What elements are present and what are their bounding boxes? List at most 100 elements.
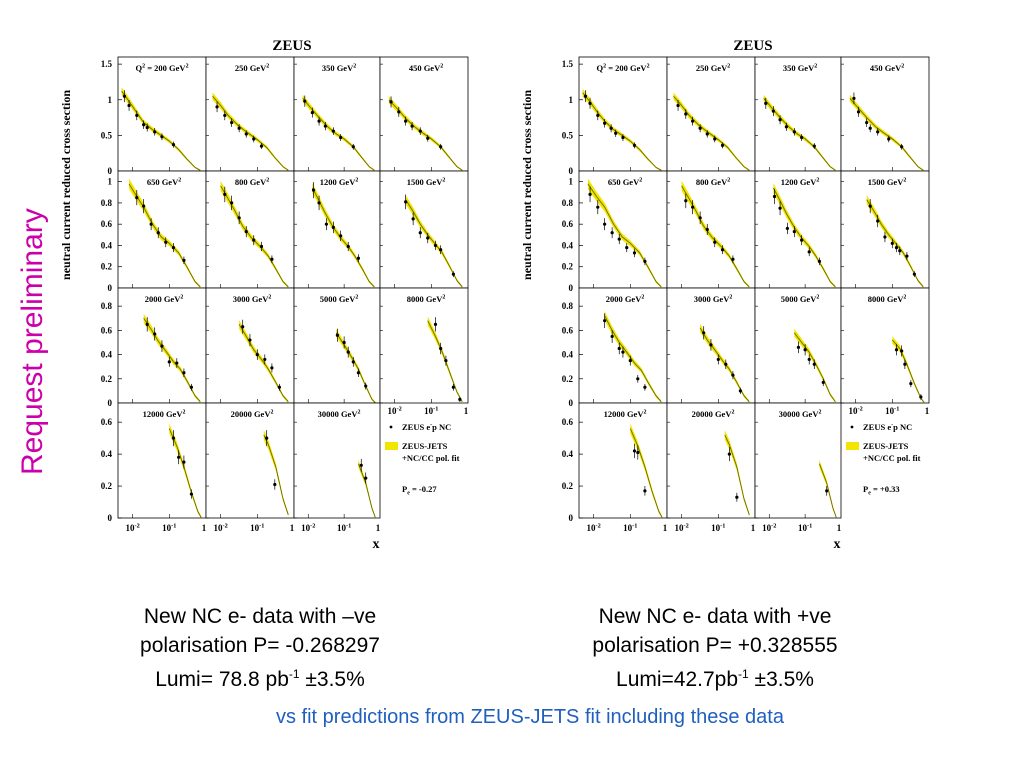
data-point xyxy=(265,436,269,440)
legend-band-label: ZEUS-JETS xyxy=(863,441,909,451)
data-point xyxy=(215,105,219,109)
q2-label: 350 GeV2 xyxy=(322,63,356,73)
y-tick-label: 0 xyxy=(108,166,113,176)
q2-label: 5000 GeV2 xyxy=(320,294,359,304)
panel-6: 800 GeV2 xyxy=(205,170,295,289)
panel-14: 20000 GeV2 xyxy=(666,402,756,519)
q2-label: 20000 GeV2 xyxy=(692,409,735,419)
fit-band xyxy=(143,313,201,403)
data-point xyxy=(588,192,592,196)
data-point xyxy=(273,482,277,487)
q2-label: 250 GeV2 xyxy=(235,63,269,73)
data-point xyxy=(411,217,415,221)
data-point xyxy=(189,492,193,496)
legend-data-label: ZEUS e-p NC xyxy=(863,422,912,432)
data-point xyxy=(153,332,157,336)
data-point xyxy=(397,110,401,114)
data-point xyxy=(705,227,709,232)
data-point xyxy=(603,121,607,125)
data-point xyxy=(771,109,775,113)
data-point xyxy=(609,126,613,130)
x-tick-label: 10-2 xyxy=(674,522,688,533)
y-axis-label: neutral current reduced cross section xyxy=(59,90,73,280)
y-tick-label: 0 xyxy=(108,283,113,293)
fit-curve xyxy=(818,463,837,519)
data-point xyxy=(244,132,248,136)
y-tick-label: 1 xyxy=(569,177,574,187)
fit-band xyxy=(892,336,925,403)
fit-curve xyxy=(629,428,663,519)
data-point xyxy=(643,259,647,264)
y-tick-label: 1 xyxy=(569,95,574,105)
data-point xyxy=(724,362,728,366)
zeus-figure-left: ZEUS neutral current reduced cross sectio… xyxy=(59,38,469,552)
data-point xyxy=(909,382,913,386)
panel-frame xyxy=(666,170,756,289)
data-point xyxy=(807,250,811,254)
caption-line2: polarisation P= +0.328555 xyxy=(592,634,838,657)
legend-band-label-2: +NC/CC pol. fit xyxy=(402,453,460,463)
data-point xyxy=(912,272,916,276)
data-point xyxy=(596,113,600,118)
x-tick-label: 10-1 xyxy=(711,522,725,533)
x-tick-label: 10-1 xyxy=(337,522,351,533)
y-tick-label: 0.6 xyxy=(101,325,113,335)
y-axis-label: neutral current reduced cross section xyxy=(520,90,534,280)
y-tick-label: 0.6 xyxy=(562,325,574,335)
data-point xyxy=(610,231,614,235)
fit-curve xyxy=(773,187,836,288)
x-tick-label: 1 xyxy=(663,523,668,533)
q2-label: 12000 GeV2 xyxy=(604,409,647,419)
data-point xyxy=(351,145,355,149)
panel-14: 20000 GeV2 xyxy=(205,402,295,519)
data-point xyxy=(135,195,139,200)
data-point xyxy=(339,135,343,140)
data-point xyxy=(458,397,462,401)
data-point xyxy=(418,231,422,235)
fit-curve xyxy=(312,187,375,288)
y-tick-label: 1 xyxy=(108,95,113,105)
q2-label: 8000 GeV2 xyxy=(407,294,446,304)
y-tick-label: 0.2 xyxy=(101,374,113,384)
panel-4: 450 GeV2 xyxy=(379,56,469,172)
data-point xyxy=(331,225,335,229)
data-point xyxy=(160,135,164,139)
data-point xyxy=(364,384,368,388)
y-tick-label: 0.4 xyxy=(562,240,574,250)
x-tick-label: 1 xyxy=(464,406,469,416)
y-tick-label: 0.4 xyxy=(101,350,113,360)
panel-11: 5000 GeV2 xyxy=(293,287,381,404)
fit-predictions-note: vs fit predictions from ZEUS-JETS fit in… xyxy=(276,706,784,728)
data-point xyxy=(865,120,869,125)
data-point xyxy=(270,257,274,261)
x-tick-label: 1 xyxy=(837,523,842,533)
panel-9: 0.8 0.6 0.4 0.2 0 2000 GeV2 xyxy=(562,287,668,408)
y-tick-label: 0.6 xyxy=(562,219,574,229)
data-point xyxy=(263,357,267,362)
data-point xyxy=(317,119,321,123)
data-point xyxy=(356,256,361,260)
data-point xyxy=(167,360,171,364)
data-point xyxy=(890,241,894,245)
q2-label: 5000 GeV2 xyxy=(781,294,820,304)
fit-curve xyxy=(388,99,463,171)
data-point xyxy=(230,120,234,125)
y-tick-label: 1.5 xyxy=(101,59,113,69)
data-point xyxy=(311,188,316,192)
data-point xyxy=(720,143,725,147)
polarisation-label: Pe = -0.27 xyxy=(402,484,437,497)
panel-12: 8000 GeV2 xyxy=(379,287,469,404)
q2-label: 450 GeV2 xyxy=(870,63,904,73)
data-point xyxy=(145,322,149,326)
data-point xyxy=(727,452,731,456)
data-point xyxy=(182,371,186,375)
data-point xyxy=(583,94,588,98)
data-point xyxy=(248,338,252,342)
data-point xyxy=(702,331,706,335)
data-point xyxy=(792,130,796,134)
caption-lumi: Lumi= 78.8 pb-1 ±3.5% xyxy=(80,660,440,694)
data-point xyxy=(887,137,891,141)
y-tick-label: 0.2 xyxy=(101,481,113,491)
lumi-exponent: -1 xyxy=(288,667,300,681)
data-point xyxy=(177,455,181,459)
